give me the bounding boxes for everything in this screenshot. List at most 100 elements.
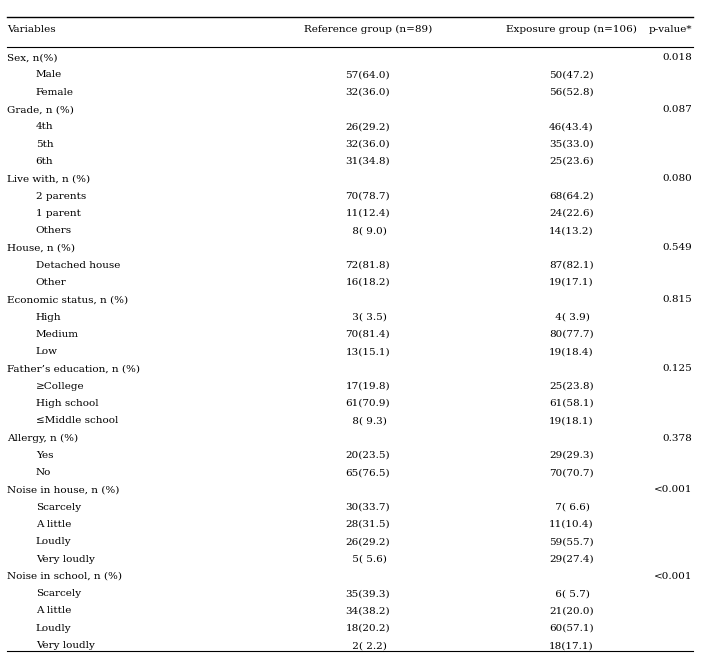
Text: 13(15.1): 13(15.1): [346, 347, 390, 356]
Text: 18(17.1): 18(17.1): [549, 641, 593, 650]
Text: Live with, n (%): Live with, n (%): [7, 174, 90, 184]
Text: 0.815: 0.815: [663, 295, 693, 305]
Text: 72(81.8): 72(81.8): [346, 261, 390, 270]
Text: Reference group (n=89): Reference group (n=89): [303, 25, 432, 34]
Text: 6th: 6th: [36, 157, 54, 166]
Text: A little: A little: [36, 606, 71, 616]
Text: 6( 5.7): 6( 5.7): [552, 589, 590, 599]
Text: 14(13.2): 14(13.2): [549, 226, 593, 235]
Text: 24(22.6): 24(22.6): [549, 209, 593, 218]
Text: Scarcely: Scarcely: [36, 589, 81, 599]
Text: Low: Low: [36, 347, 58, 356]
Text: 29(27.4): 29(27.4): [549, 555, 593, 564]
Text: Grade, n (%): Grade, n (%): [7, 105, 74, 114]
Text: 11(10.4): 11(10.4): [549, 520, 593, 529]
Text: Allergy, n (%): Allergy, n (%): [7, 434, 79, 443]
Text: 0.125: 0.125: [663, 364, 693, 374]
Text: 30(33.7): 30(33.7): [346, 503, 390, 512]
Text: 65(76.5): 65(76.5): [346, 468, 390, 477]
Text: <0.001: <0.001: [654, 572, 693, 581]
Text: Other: Other: [36, 278, 66, 287]
Text: A little: A little: [36, 520, 71, 529]
Text: 4th: 4th: [36, 122, 54, 132]
Text: Detached house: Detached house: [36, 261, 120, 270]
Text: House, n (%): House, n (%): [7, 243, 75, 253]
Text: 5( 5.6): 5( 5.6): [348, 555, 387, 564]
Text: Yes: Yes: [36, 451, 54, 460]
Text: 17(19.8): 17(19.8): [346, 382, 390, 391]
Text: 32(36.0): 32(36.0): [346, 88, 390, 97]
Text: 0.378: 0.378: [663, 434, 693, 443]
Text: 25(23.6): 25(23.6): [549, 157, 593, 166]
Text: 70(81.4): 70(81.4): [346, 330, 390, 339]
Text: 1 parent: 1 parent: [36, 209, 81, 218]
Text: 19(18.1): 19(18.1): [549, 416, 593, 426]
Text: Female: Female: [36, 88, 74, 97]
Text: Sex, n(%): Sex, n(%): [7, 53, 58, 63]
Text: 35(39.3): 35(39.3): [346, 589, 390, 599]
Text: 5th: 5th: [36, 140, 54, 149]
Text: 61(58.1): 61(58.1): [549, 399, 593, 408]
Text: Father’s education, n (%): Father’s education, n (%): [7, 364, 140, 374]
Text: 26(29.2): 26(29.2): [346, 537, 390, 547]
Text: 0.549: 0.549: [663, 243, 693, 253]
Text: Male: Male: [36, 70, 62, 80]
Text: 11(12.4): 11(12.4): [346, 209, 390, 218]
Text: Noise in house, n (%): Noise in house, n (%): [7, 485, 119, 495]
Text: 19(18.4): 19(18.4): [549, 347, 593, 356]
Text: 8( 9.3): 8( 9.3): [348, 416, 387, 426]
Text: 56(52.8): 56(52.8): [549, 88, 593, 97]
Text: 2( 2.2): 2( 2.2): [348, 641, 387, 650]
Text: Scarcely: Scarcely: [36, 503, 81, 512]
Text: High: High: [36, 313, 61, 322]
Text: Exposure group (n=106): Exposure group (n=106): [506, 25, 637, 34]
Text: 19(17.1): 19(17.1): [549, 278, 593, 287]
Text: 29(29.3): 29(29.3): [549, 451, 593, 460]
Text: 61(70.9): 61(70.9): [346, 399, 390, 408]
Text: 25(23.8): 25(23.8): [549, 382, 593, 391]
Text: 59(55.7): 59(55.7): [549, 537, 593, 547]
Text: 35(33.0): 35(33.0): [549, 140, 593, 149]
Text: 8( 9.0): 8( 9.0): [348, 226, 387, 235]
Text: No: No: [36, 468, 51, 477]
Text: Loudly: Loudly: [36, 537, 71, 547]
Text: 60(57.1): 60(57.1): [549, 624, 593, 633]
Text: ≥College: ≥College: [36, 382, 84, 391]
Text: 31(34.8): 31(34.8): [346, 157, 390, 166]
Text: 0.087: 0.087: [663, 105, 693, 114]
Text: ≤Middle school: ≤Middle school: [36, 416, 118, 426]
Text: Medium: Medium: [36, 330, 79, 339]
Text: Noise in school, n (%): Noise in school, n (%): [7, 572, 122, 581]
Text: Variables: Variables: [7, 25, 56, 34]
Text: 50(47.2): 50(47.2): [549, 70, 593, 80]
Text: 20(23.5): 20(23.5): [346, 451, 390, 460]
Text: 70(78.7): 70(78.7): [346, 192, 390, 201]
Text: 34(38.2): 34(38.2): [346, 606, 390, 616]
Text: Loudly: Loudly: [36, 624, 71, 633]
Text: 0.080: 0.080: [663, 174, 693, 184]
Text: Economic status, n (%): Economic status, n (%): [7, 295, 129, 305]
Text: 80(77.7): 80(77.7): [549, 330, 593, 339]
Text: 0.018: 0.018: [663, 53, 693, 63]
Text: 70(70.7): 70(70.7): [549, 468, 593, 477]
Text: 32(36.0): 32(36.0): [346, 140, 390, 149]
Text: 7( 6.6): 7( 6.6): [552, 503, 590, 512]
Text: 57(64.0): 57(64.0): [346, 70, 390, 80]
Text: 46(43.4): 46(43.4): [549, 122, 593, 132]
Text: Very loudly: Very loudly: [36, 555, 94, 564]
Text: 68(64.2): 68(64.2): [549, 192, 593, 201]
Text: 21(20.0): 21(20.0): [549, 606, 593, 616]
Text: <0.001: <0.001: [654, 485, 693, 495]
Text: High school: High school: [36, 399, 99, 408]
Text: p-value*: p-value*: [649, 25, 693, 34]
Text: 3( 3.5): 3( 3.5): [348, 313, 387, 322]
Text: 87(82.1): 87(82.1): [549, 261, 593, 270]
Text: 16(18.2): 16(18.2): [346, 278, 390, 287]
Text: Very loudly: Very loudly: [36, 641, 94, 650]
Text: 26(29.2): 26(29.2): [346, 122, 390, 132]
Text: 4( 3.9): 4( 3.9): [552, 313, 590, 322]
Text: 28(31.5): 28(31.5): [346, 520, 390, 529]
Text: 18(20.2): 18(20.2): [346, 624, 390, 633]
Text: Others: Others: [36, 226, 72, 235]
Text: 2 parents: 2 parents: [36, 192, 86, 201]
